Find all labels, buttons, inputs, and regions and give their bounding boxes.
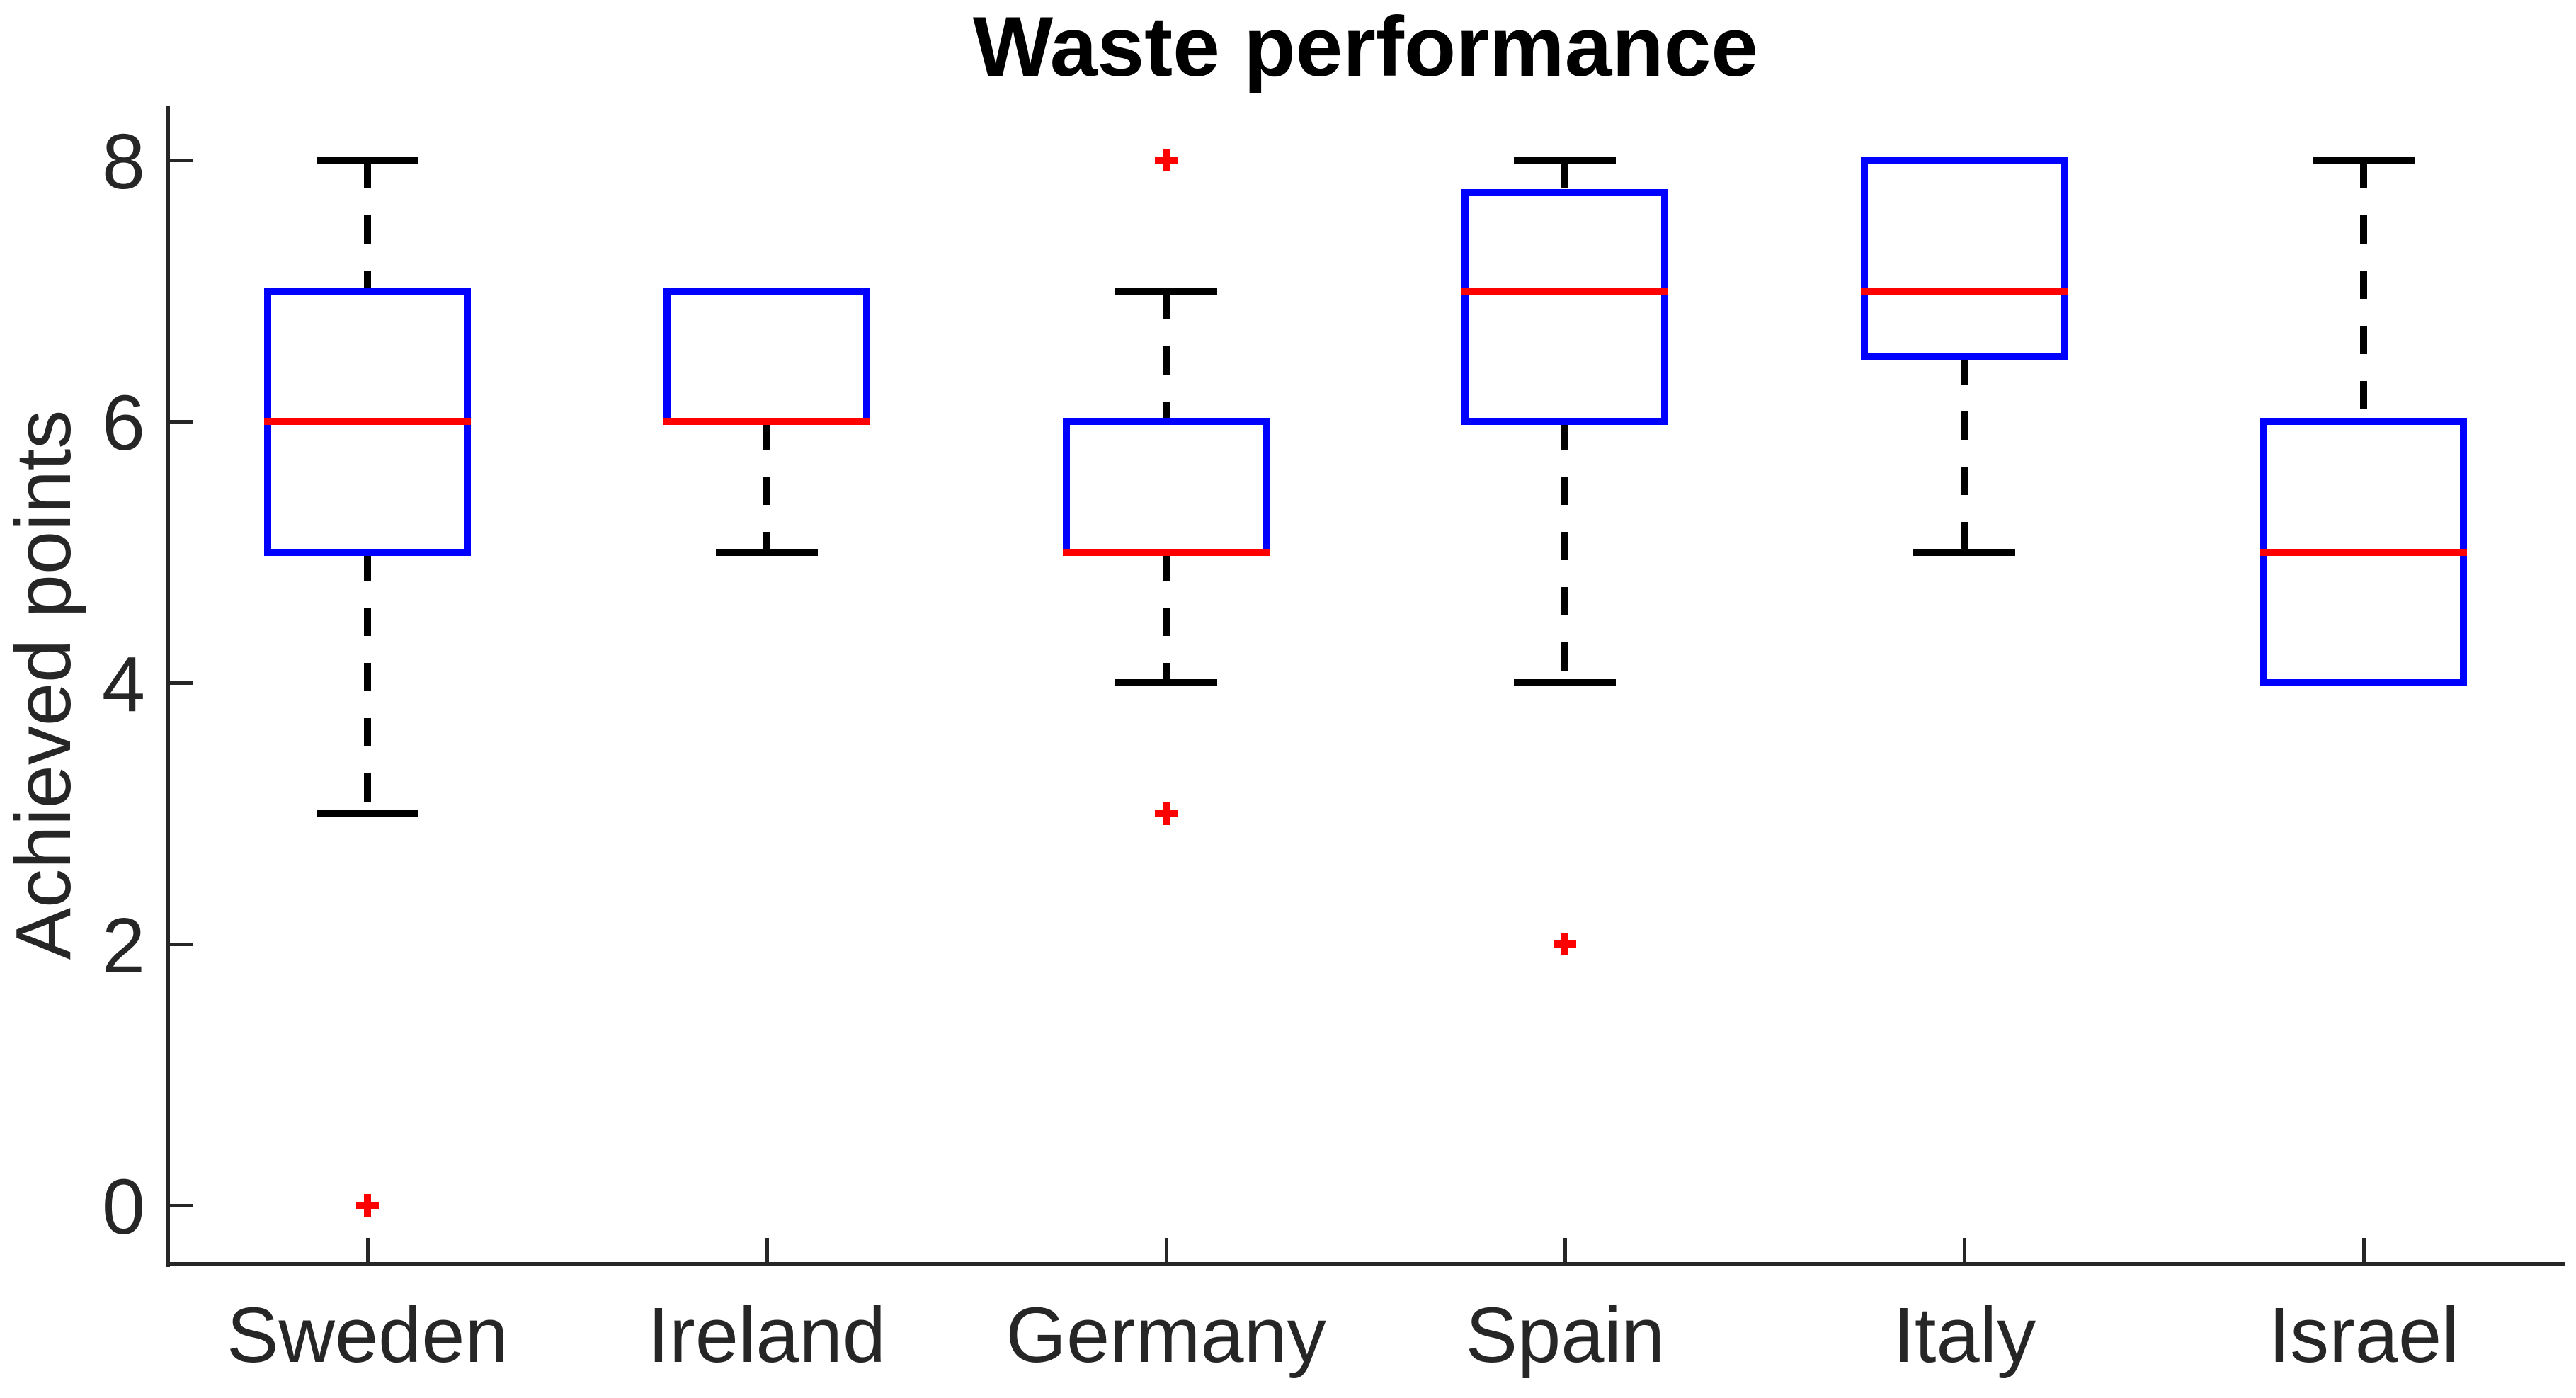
- y-tick: [168, 420, 193, 424]
- x-tick: [1563, 1238, 1568, 1263]
- whisker-cap-upper-germany: [1115, 287, 1217, 295]
- whisker-lower-spain: [1561, 421, 1569, 683]
- whisker-cap-upper-israel: [2313, 157, 2415, 164]
- y-tick: [168, 1204, 193, 1207]
- whisker-cap-lower-italy: [1913, 548, 2016, 556]
- median-italy: [1861, 287, 2068, 295]
- x-tick: [365, 1238, 370, 1263]
- whisker-upper-spain: [1561, 160, 1569, 193]
- y-tick: [168, 943, 193, 946]
- x-tick: [1164, 1238, 1168, 1263]
- median-germany: [1062, 548, 1270, 556]
- whisker-cap-lower-spain: [1514, 679, 1617, 686]
- whisker-lower-italy: [1961, 356, 1968, 552]
- box-germany: [1062, 418, 1270, 556]
- box-ireland: [663, 287, 870, 425]
- outlier-marker-spain: [1554, 933, 1577, 955]
- whisker-upper-israel: [2360, 160, 2368, 421]
- outlier-cross-vbar: [1162, 149, 1170, 171]
- outlier-cross-vbar: [1162, 802, 1170, 825]
- x-tick: [2362, 1238, 2366, 1263]
- y-tick-label: 8: [101, 118, 145, 205]
- median-sweden: [263, 418, 471, 425]
- whisker-cap-lower-sweden: [316, 809, 418, 817]
- x-tick: [1963, 1238, 1967, 1263]
- box-spain: [1461, 189, 1669, 425]
- y-tick-label: 4: [101, 641, 145, 728]
- y-tick-label: 0: [101, 1164, 145, 1251]
- median-ireland: [663, 418, 870, 425]
- outlier-marker-sweden: [355, 1194, 379, 1217]
- whisker-lower-germany: [1162, 552, 1170, 683]
- whisker-lower-sweden: [363, 552, 371, 814]
- outlier-cross-vbar: [363, 1194, 371, 1217]
- y-tick-label: 2: [101, 902, 145, 989]
- median-spain: [1461, 287, 1669, 295]
- whisker-cap-upper-sweden: [316, 157, 418, 164]
- x-tick-label-ireland: Ireland: [647, 1292, 886, 1379]
- median-israel: [2260, 548, 2468, 556]
- chart-title: Waste performance: [972, 0, 1759, 94]
- y-tick: [168, 159, 193, 162]
- outlier-marker-germany: [1154, 802, 1178, 825]
- outlier-marker-germany: [1154, 149, 1178, 171]
- whisker-lower-ireland: [763, 421, 770, 552]
- x-tick: [765, 1238, 769, 1263]
- x-tick-label-germany: Germany: [1005, 1292, 1326, 1379]
- y-tick: [168, 681, 193, 685]
- whisker-cap-lower-germany: [1115, 679, 1217, 686]
- outlier-cross-vbar: [1561, 933, 1569, 955]
- y-axis-line: [166, 106, 170, 1267]
- whisker-cap-lower-ireland: [715, 548, 818, 556]
- x-tick-label-israel: Israel: [2268, 1292, 2459, 1379]
- x-tick-label-spain: Spain: [1465, 1292, 1665, 1379]
- x-axis-line: [166, 1262, 2565, 1266]
- whisker-upper-sweden: [363, 160, 371, 291]
- y-tick-label: 6: [101, 380, 145, 467]
- whisker-upper-germany: [1162, 290, 1170, 421]
- whisker-cap-upper-spain: [1514, 157, 1617, 164]
- box-italy: [1861, 157, 2068, 360]
- x-tick-label-italy: Italy: [1893, 1292, 2036, 1379]
- x-tick-label-sweden: Sweden: [227, 1292, 508, 1379]
